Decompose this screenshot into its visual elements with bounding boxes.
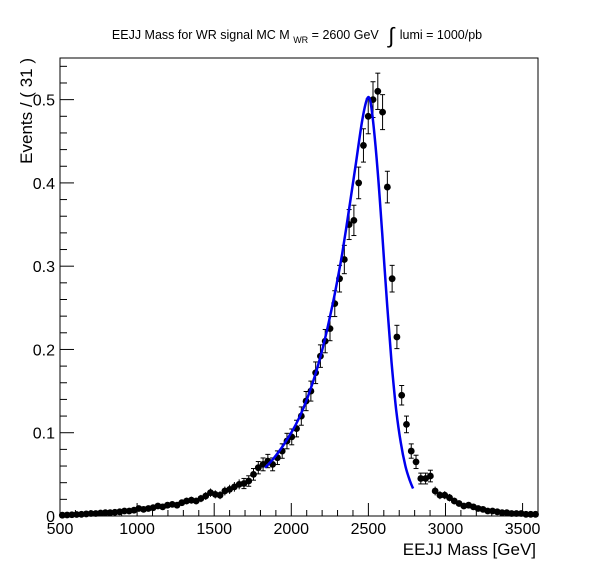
point-marker: [403, 421, 410, 428]
data-point: [388, 264, 396, 293]
point-marker: [508, 510, 516, 517]
data-point: [254, 461, 262, 475]
y-tick-label: 0.5: [33, 93, 55, 110]
chart-title: EEJJ Mass for WR signal MC M WR = 2600 G…: [112, 23, 482, 48]
point-marker: [388, 275, 396, 283]
x-tick-label: 2000: [273, 521, 309, 538]
integral-symbol: ∫: [386, 23, 396, 48]
data-point: [417, 472, 425, 485]
point-marker: [68, 511, 76, 519]
point-marker: [393, 333, 401, 341]
point-marker: [254, 464, 262, 472]
point-marker: [431, 487, 439, 495]
point-marker: [216, 491, 224, 499]
data-point: [73, 511, 81, 518]
data-point: [245, 475, 253, 487]
data-point: [407, 443, 415, 459]
data-point: [379, 94, 386, 131]
data-point: [522, 510, 530, 518]
x-axis-title: EEJJ Mass [GeV]: [403, 540, 536, 559]
y-tick-label: 0.3: [33, 259, 55, 276]
fit-curve-layer: [264, 95, 415, 489]
point-marker: [417, 475, 425, 482]
data-point: [350, 204, 358, 237]
data-point: [216, 491, 224, 500]
fit-curve: [264, 95, 415, 489]
data-point: [374, 72, 382, 110]
point-marker: [484, 507, 492, 515]
data-point: [532, 510, 539, 518]
point-marker: [513, 510, 520, 517]
point-marker: [101, 509, 109, 517]
x-tick-label: 1000: [119, 521, 155, 538]
data-point: [355, 166, 363, 200]
chart-title-mass: = 2600 GeV: [312, 28, 380, 42]
chart-title-subscript: WR: [293, 35, 308, 45]
point-marker: [398, 391, 406, 399]
point-marker: [87, 510, 95, 517]
point-marker: [412, 458, 420, 466]
y-tick-label: 0.2: [33, 342, 55, 359]
x-tick-label: 500: [47, 521, 74, 538]
point-marker: [58, 511, 66, 519]
data-points: [58, 72, 539, 519]
point-marker: [426, 472, 434, 480]
point-marker: [250, 470, 257, 478]
y-tick-label: 0.4: [33, 176, 55, 193]
chart-title-lumi: lumi = 1000/pb: [400, 28, 482, 42]
point-marker: [446, 494, 453, 502]
data-point: [259, 457, 267, 472]
point-marker: [522, 510, 530, 518]
chart-title-prefix: EEJJ Mass for WR signal MC M: [112, 28, 290, 42]
plot-frame: [59, 57, 539, 517]
point-marker: [73, 511, 81, 518]
x-tick-label: 3000: [428, 521, 464, 538]
y-axis-title: Events / ( 31 ): [17, 58, 36, 164]
data-point: [250, 468, 257, 481]
data-point: [398, 385, 406, 406]
data-point: [431, 486, 439, 496]
point-marker: [350, 216, 358, 224]
x-tick-label: 1500: [196, 521, 232, 538]
data-point: [202, 492, 210, 500]
data-point: [426, 469, 434, 483]
point-marker: [383, 183, 391, 191]
data-point: [403, 415, 410, 434]
data-point: [412, 454, 420, 470]
x-tick-label: 3500: [505, 521, 541, 538]
x-tick-label: 2500: [351, 521, 387, 538]
point-marker: [436, 491, 444, 499]
data-point: [383, 170, 391, 204]
data-point: [446, 493, 453, 502]
point-marker: [259, 460, 267, 468]
point-marker: [121, 507, 128, 515]
point-marker: [527, 510, 535, 518]
point-marker: [498, 509, 506, 517]
point-marker: [245, 477, 253, 485]
point-marker: [360, 142, 367, 149]
point-marker: [63, 511, 71, 519]
y-axis: 0 0.1 0.2 0.3 0.4 0.5: [33, 65, 74, 526]
point-marker: [355, 179, 363, 187]
data-point: [226, 484, 234, 494]
point-marker: [407, 447, 415, 455]
y-tick-label: 0.1: [33, 426, 55, 443]
x-axis: 500 1000 1500 2000 2500 3000 3500: [47, 503, 541, 538]
point-marker: [202, 492, 210, 500]
point-marker: [364, 112, 372, 120]
data-point: [393, 324, 401, 350]
point-marker: [379, 108, 386, 116]
point-marker: [532, 510, 539, 518]
y-tick-label: 0: [46, 509, 55, 526]
point-marker: [374, 87, 382, 95]
